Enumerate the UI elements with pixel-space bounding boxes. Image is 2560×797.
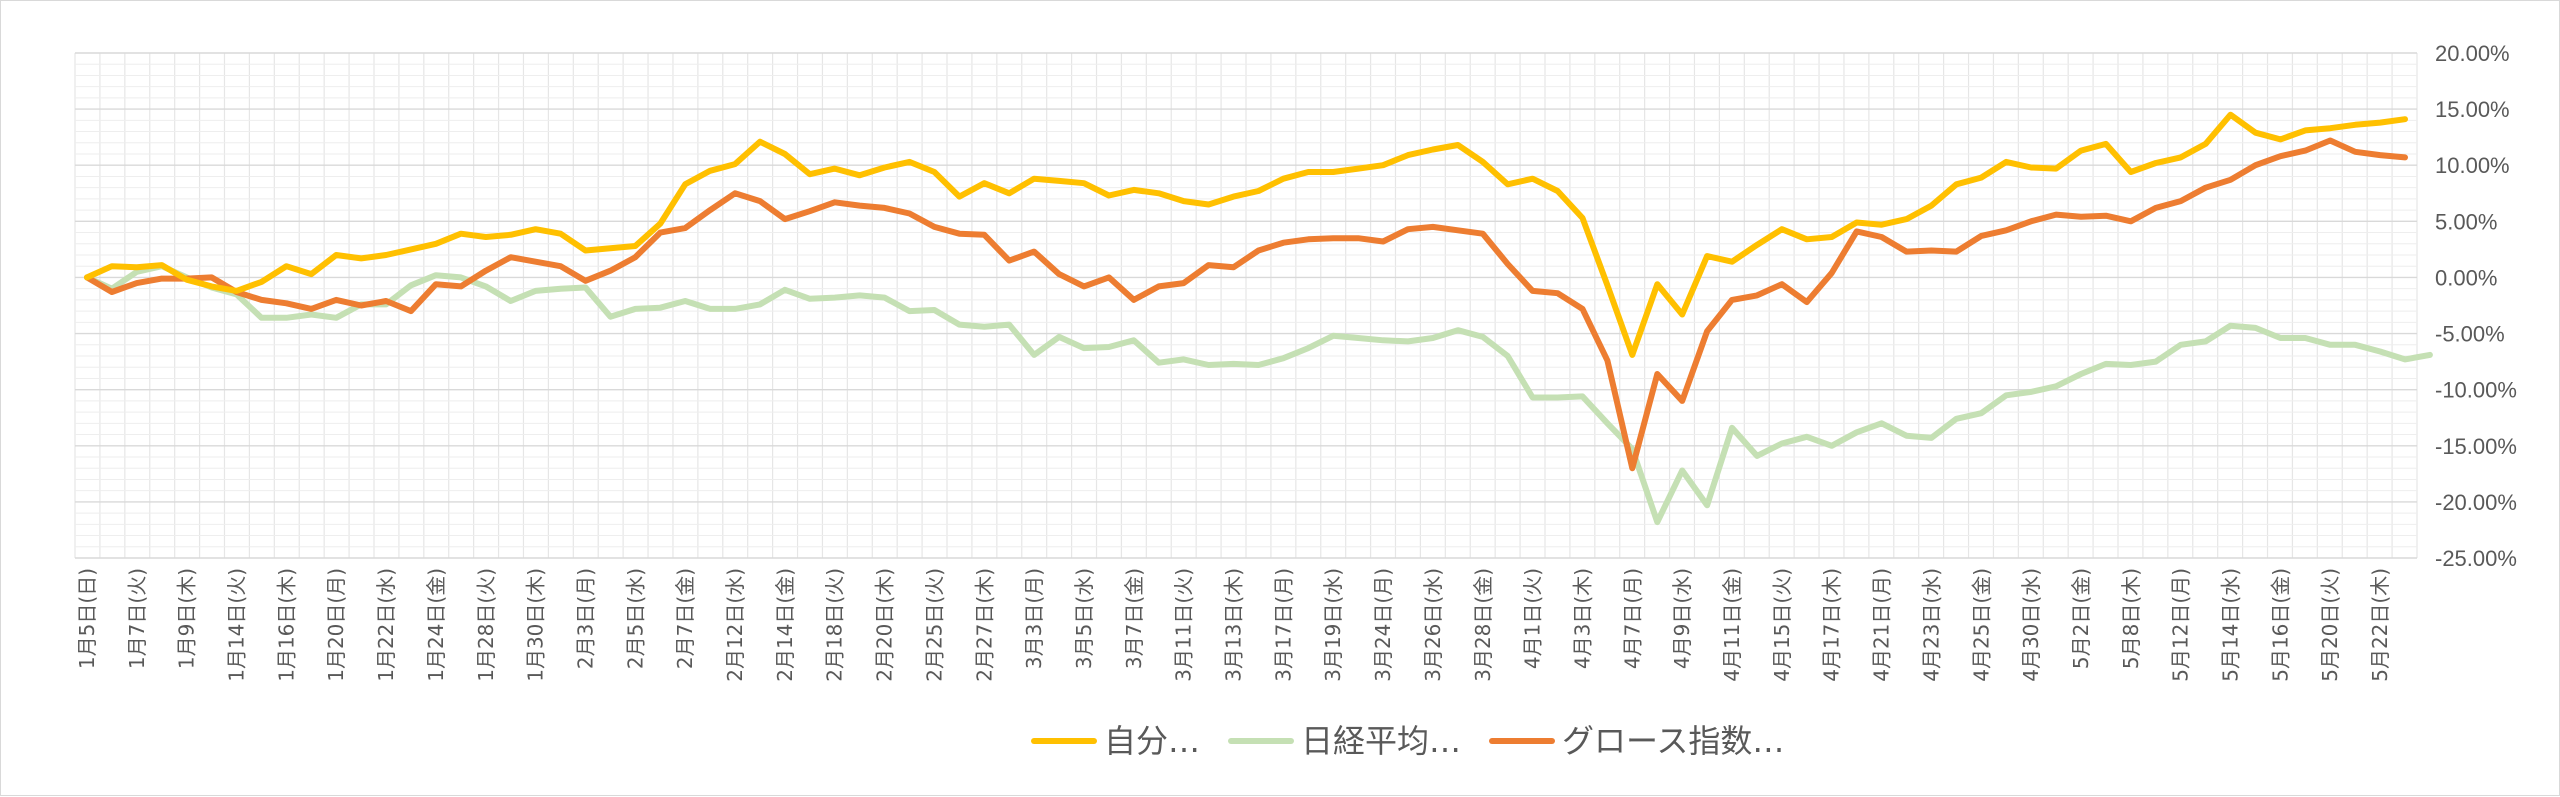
x-tick-label: 1月9日(木) — [175, 568, 199, 669]
x-tick-label: 3月24日(月) — [1371, 568, 1395, 682]
x-tick-label: 2月27日(木) — [972, 568, 996, 682]
x-tick-label: 3月26日(水) — [1421, 568, 1445, 682]
series-line-0 — [84, 111, 2408, 358]
legend: 自分… 日経平均… グロース指数… — [1031, 722, 1784, 760]
x-tick-label: 5月8日(木) — [2119, 568, 2143, 669]
y-tick-label: 10.00% — [2435, 153, 2510, 178]
x-tick-label: 4月1日(火) — [1521, 568, 1545, 669]
x-tick-label: 1月22日(水) — [374, 568, 398, 682]
x-tick-label: 4月25日(金) — [1969, 568, 1993, 682]
x-tick-label: 3月3日(月) — [1022, 568, 1046, 669]
x-tick-label: 2月7日(金) — [673, 568, 697, 669]
x-tick-label: 1月16日(木) — [274, 568, 298, 682]
x-tick-label: 2月20日(木) — [873, 568, 897, 682]
series-line-1 — [84, 263, 2433, 526]
x-tick-label: 1月14日(火) — [225, 568, 249, 682]
legend-label: 日経平均… — [1301, 722, 1461, 760]
y-tick-label: 0.00% — [2435, 265, 2497, 290]
series-line-2 — [84, 137, 2408, 472]
x-tick-label: 1月5日(日) — [75, 568, 99, 669]
x-tick-label: 2月14日(金) — [773, 568, 797, 682]
x-tick-label: 4月9日(水) — [1670, 568, 1694, 669]
x-tick-label: 1月30日(木) — [524, 568, 548, 682]
x-tick-label: 1月24日(金) — [424, 568, 448, 682]
x-tick-label: 4月15日(火) — [1770, 568, 1794, 682]
x-axis-tick-labels: 1月5日(日) 1月7日(火) 1月9日(木) 1月14日(火) 1月16日(木) 1月2… — [75, 568, 2392, 682]
y-tick-label: 20.00% — [2435, 41, 2510, 66]
x-tick-label: 5月12日(月) — [2169, 568, 2193, 682]
x-tick-label: 4月30日(水) — [2019, 568, 2043, 682]
x-tick-label: 3月5日(水) — [1072, 568, 1096, 669]
y-tick-label: -5.00% — [2435, 322, 2505, 347]
series-lines — [84, 111, 2433, 526]
x-tick-label: 5月2日(金) — [2069, 568, 2093, 669]
y-tick-label: -20.00% — [2435, 490, 2517, 515]
x-tick-label: 3月11日(火) — [1172, 568, 1196, 682]
horizontal-gridlines — [75, 52, 2417, 559]
y-tick-label: -15.00% — [2435, 434, 2517, 459]
y-tick-label: -10.00% — [2435, 378, 2517, 403]
y-tick-label: 15.00% — [2435, 97, 2510, 122]
x-tick-label: 3月13日(木) — [1222, 568, 1246, 682]
x-tick-label: 1月20日(月) — [324, 568, 348, 682]
x-tick-label: 3月28日(金) — [1471, 568, 1495, 682]
y-tick-label: 5.00% — [2435, 209, 2497, 234]
x-tick-label: 2月12日(水) — [723, 568, 747, 682]
x-tick-label: 4月3日(木) — [1570, 568, 1594, 669]
y-axis-tick-labels: 20.00% 15.00% 10.00% 5.00% 0.00% -5.00% -10.00… — [2435, 41, 2517, 571]
x-tick-label: 2月25日(火) — [922, 568, 946, 682]
x-tick-label: 4月17日(木) — [1820, 568, 1844, 682]
x-tick-label: 2月5日(水) — [623, 568, 647, 669]
x-tick-label: 4月11日(金) — [1720, 568, 1744, 682]
x-tick-label: 5月22日(木) — [2368, 568, 2392, 682]
x-tick-label: 1月7日(火) — [125, 568, 149, 669]
legend-label: グロース指数… — [1562, 722, 1784, 760]
x-tick-label: 3月7日(金) — [1122, 568, 1146, 669]
x-tick-label: 3月19日(水) — [1321, 568, 1345, 682]
x-tick-label: 4月23日(水) — [1919, 568, 1943, 682]
x-tick-label: 5月20日(火) — [2318, 568, 2342, 682]
x-tick-label: 4月21日(月) — [1870, 568, 1894, 682]
x-tick-label: 2月3日(月) — [573, 568, 597, 669]
legend-label: 自分… — [1104, 722, 1200, 760]
x-tick-label: 2月18日(火) — [823, 568, 847, 682]
x-tick-label: 5月14日(水) — [2219, 568, 2243, 682]
x-tick-label: 1月28日(火) — [474, 568, 498, 682]
x-tick-label: 5月16日(金) — [2268, 568, 2292, 682]
x-tick-label: 4月7日(月) — [1620, 568, 1644, 669]
x-tick-label: 3月17日(月) — [1271, 568, 1295, 682]
y-tick-label: -25.00% — [2435, 546, 2517, 571]
vertical-gridlines — [74, 53, 2418, 558]
